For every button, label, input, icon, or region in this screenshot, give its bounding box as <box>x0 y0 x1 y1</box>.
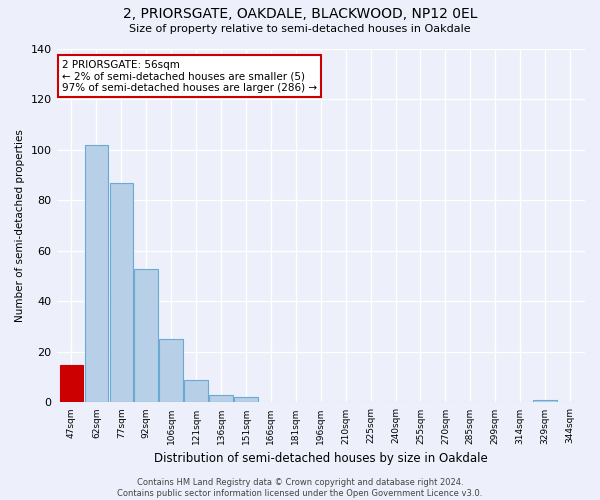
Bar <box>59 364 83 403</box>
Y-axis label: Number of semi-detached properties: Number of semi-detached properties <box>15 130 25 322</box>
Text: Contains HM Land Registry data © Crown copyright and database right 2024.
Contai: Contains HM Land Registry data © Crown c… <box>118 478 482 498</box>
Bar <box>160 340 183 402</box>
Bar <box>110 183 133 402</box>
Bar <box>184 380 208 402</box>
Bar <box>234 398 258 402</box>
Bar <box>134 268 158 402</box>
Text: 2, PRIORSGATE, OAKDALE, BLACKWOOD, NP12 0EL: 2, PRIORSGATE, OAKDALE, BLACKWOOD, NP12 … <box>123 8 477 22</box>
Text: Size of property relative to semi-detached houses in Oakdale: Size of property relative to semi-detach… <box>129 24 471 34</box>
Bar <box>209 395 233 402</box>
X-axis label: Distribution of semi-detached houses by size in Oakdale: Distribution of semi-detached houses by … <box>154 452 488 465</box>
Text: 2 PRIORSGATE: 56sqm
← 2% of semi-detached houses are smaller (5)
97% of semi-det: 2 PRIORSGATE: 56sqm ← 2% of semi-detache… <box>62 60 317 93</box>
Bar <box>533 400 557 402</box>
Bar <box>85 145 108 403</box>
